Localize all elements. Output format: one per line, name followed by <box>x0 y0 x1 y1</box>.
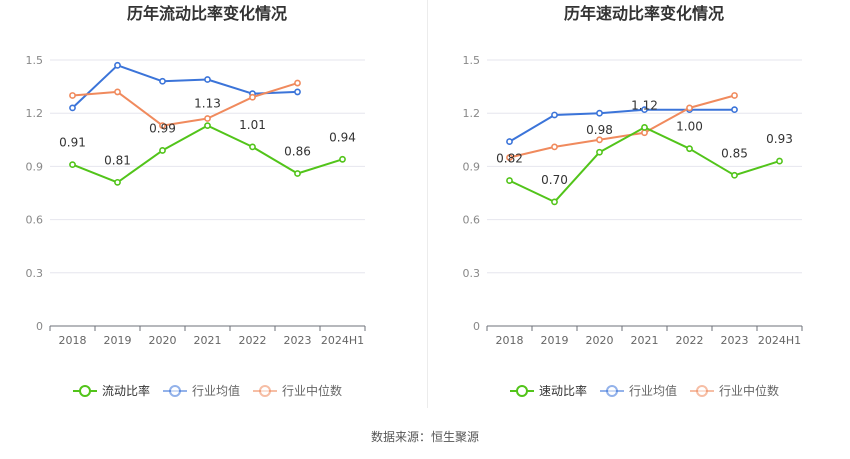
y-tick-label: 0.9 <box>463 160 481 173</box>
x-tick-label: 2018 <box>496 334 524 347</box>
chart-title: 历年流动比率变化情况 <box>127 4 287 23</box>
data-point[interactable] <box>506 154 513 161</box>
data-label: 0.82 <box>496 152 523 166</box>
x-tick-label: 2021 <box>631 334 659 347</box>
y-tick-label: 1.5 <box>26 54 44 67</box>
data-point[interactable] <box>114 61 121 69</box>
legend-marker[interactable] <box>259 385 271 397</box>
data-point[interactable] <box>69 161 76 169</box>
data-source-note: 数据来源：恒生聚源 <box>370 430 479 444</box>
data-point[interactable] <box>596 136 603 144</box>
y-tick-label: 0 <box>473 320 480 333</box>
data-point[interactable] <box>596 148 603 156</box>
data-label: 0.99 <box>149 121 176 135</box>
x-tick-label: 2022 <box>239 334 267 347</box>
legend-marker[interactable] <box>169 385 181 397</box>
y-tick-label: 1.5 <box>463 54 481 67</box>
data-point[interactable] <box>596 109 603 117</box>
charts-canvas: 历年流动比率变化情况 0 0.3 0.6 0.9 1.2 1.5 2018 2019 2020 20… <box>26 4 803 398</box>
legend-label[interactable]: 行业中位数 <box>719 383 779 398</box>
data-label: 1.12 <box>631 98 658 112</box>
data-point[interactable] <box>641 106 648 114</box>
data-point[interactable] <box>294 88 301 96</box>
legend-label[interactable]: 行业中位数 <box>282 383 342 398</box>
data-point[interactable] <box>551 143 558 151</box>
legend-label[interactable]: 流动比率 <box>102 383 150 398</box>
legend-label[interactable]: 行业均值 <box>629 383 677 398</box>
data-point[interactable] <box>249 143 256 151</box>
y-tick-label: 0 <box>36 320 43 333</box>
legend-marker[interactable] <box>79 385 91 397</box>
data-point[interactable] <box>339 155 346 163</box>
data-point[interactable] <box>731 106 738 114</box>
y-tick-label: 0.3 <box>26 267 44 280</box>
data-point[interactable] <box>69 92 76 99</box>
data-label: 0.81 <box>104 153 131 167</box>
series-line <box>509 94 735 159</box>
data-point[interactable] <box>731 92 738 99</box>
data-point[interactable] <box>641 123 648 131</box>
data-point[interactable] <box>159 147 166 154</box>
data-point[interactable] <box>159 77 166 85</box>
data-point[interactable] <box>641 129 648 137</box>
data-label: 1.13 <box>194 97 221 111</box>
data-point[interactable] <box>686 104 693 112</box>
data-point[interactable] <box>69 104 76 112</box>
x-tick-label: 2020 <box>586 334 614 347</box>
legend-marker[interactable] <box>696 385 708 397</box>
data-point[interactable] <box>249 93 256 101</box>
data-label: 0.86 <box>284 144 311 158</box>
chart-title: 历年速动比率变化情况 <box>564 4 724 23</box>
y-tick-label: 0.6 <box>26 214 44 227</box>
y-tick-label: 0.9 <box>26 160 44 173</box>
data-point[interactable] <box>294 170 301 177</box>
data-point[interactable] <box>114 178 121 186</box>
data-point[interactable] <box>204 115 211 122</box>
x-tick-label: 2024H1 <box>321 334 364 347</box>
legend-label[interactable]: 速动比率 <box>539 383 587 398</box>
x-tick-label: 2022 <box>676 334 704 347</box>
legend-marker[interactable] <box>516 385 528 397</box>
x-tick-label: 2023 <box>721 334 749 347</box>
data-point[interactable] <box>686 145 693 153</box>
y-tick-label: 0.6 <box>463 214 481 227</box>
data-label: 0.91 <box>59 136 86 150</box>
series-line <box>72 82 298 127</box>
x-tick-label: 2024H1 <box>758 334 801 347</box>
data-point[interactable] <box>506 177 513 184</box>
data-point[interactable] <box>551 198 558 206</box>
y-tick-label: 0.3 <box>463 267 481 280</box>
x-tick-label: 2023 <box>284 334 312 347</box>
series-line <box>508 108 735 143</box>
data-point[interactable] <box>204 76 211 83</box>
series-line <box>509 126 780 203</box>
data-point[interactable] <box>114 88 121 96</box>
data-point[interactable] <box>294 79 301 87</box>
data-label: 1.00 <box>676 120 703 134</box>
x-tick-label: 2018 <box>59 334 87 347</box>
series-line <box>71 64 298 109</box>
data-label: 0.85 <box>721 146 748 160</box>
y-tick-label: 1.2 <box>26 107 44 120</box>
data-point[interactable] <box>776 157 783 165</box>
x-tick-label: 2020 <box>149 334 177 347</box>
legend-label[interactable]: 行业均值 <box>192 383 240 398</box>
data-point[interactable] <box>551 111 558 119</box>
data-label: 0.70 <box>541 173 568 187</box>
x-tick-label: 2021 <box>194 334 222 347</box>
data-point[interactable] <box>204 122 211 130</box>
data-point[interactable] <box>159 122 166 130</box>
panel-divider <box>427 0 428 408</box>
x-tick-label: 2019 <box>104 334 132 347</box>
data-label: 0.94 <box>329 130 356 144</box>
y-tick-label: 1.2 <box>463 107 481 120</box>
data-point[interactable] <box>506 138 513 145</box>
legend-marker[interactable] <box>606 385 618 397</box>
data-label: 0.98 <box>586 123 613 137</box>
data-label: 1.01 <box>239 118 266 132</box>
x-tick-label: 2019 <box>541 334 569 347</box>
data-label: 0.93 <box>766 132 793 146</box>
data-point[interactable] <box>731 171 738 179</box>
